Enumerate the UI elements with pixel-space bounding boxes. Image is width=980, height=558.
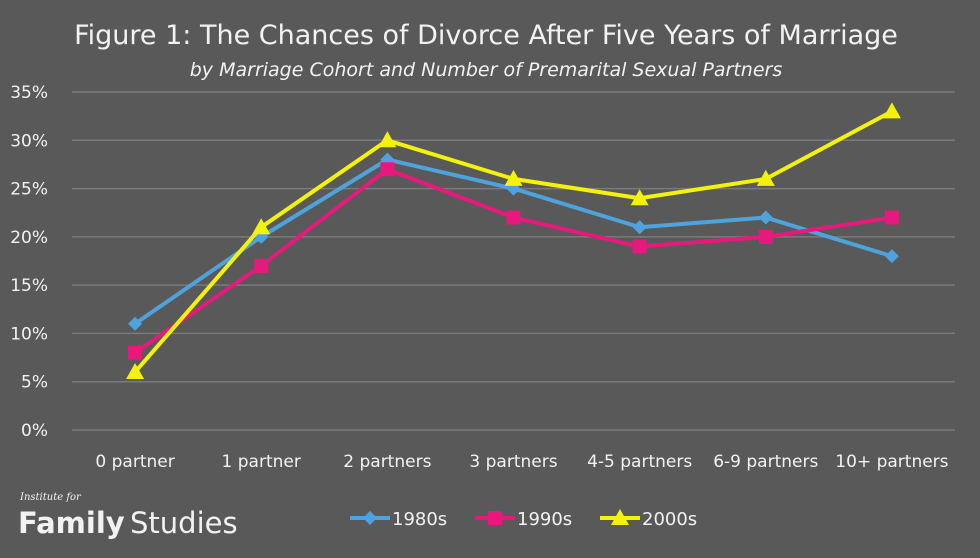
data-point	[884, 210, 899, 225]
data-point	[630, 189, 649, 206]
data-point	[126, 363, 145, 380]
series-line	[133, 167, 893, 355]
data-point	[254, 258, 269, 273]
y-tick-label: 10%	[10, 324, 48, 344]
data-point	[128, 316, 143, 331]
legend-label: 1980s	[392, 509, 447, 530]
data-point	[128, 345, 143, 360]
data-point	[884, 249, 899, 264]
data-point	[632, 220, 647, 235]
legend: 1980s 1990s 2000s	[350, 509, 697, 530]
legend-item: 2000s	[600, 509, 697, 530]
legend-item: 1980s	[350, 509, 447, 530]
series-2000s	[126, 102, 901, 380]
legend-marker	[488, 511, 502, 525]
grid-layer	[72, 91, 955, 431]
legend-item: 1990s	[475, 509, 572, 530]
series-layer	[126, 102, 901, 380]
y-tick-label: 25%	[10, 180, 48, 200]
x-tick-label: 6-9 partners	[713, 452, 818, 472]
x-tick-label: 3 partners	[469, 452, 557, 472]
legend-marker	[611, 509, 629, 525]
data-point	[506, 210, 521, 225]
y-tick-label: 0%	[21, 421, 48, 441]
y-tick-label: 5%	[21, 373, 48, 393]
chart-title: Figure 1: The Chances of Divorce After F…	[74, 20, 898, 51]
x-tick-label: 2 partners	[343, 452, 431, 472]
x-tick-layer: 0 partner 1 partner 2 partners 3 partners 4-…	[95, 452, 948, 472]
series-1990s	[128, 162, 899, 360]
data-point	[756, 169, 775, 186]
logo: Institute for Family Studies	[18, 492, 238, 540]
data-point	[882, 102, 901, 119]
x-tick-label: 4-5 partners	[587, 452, 692, 472]
logo-word-studies: Studies	[130, 506, 238, 540]
x-tick-label: 1 partner	[222, 452, 301, 472]
y-tick-label: 20%	[10, 228, 48, 248]
logo-word-family: Family	[18, 506, 125, 540]
logo-line1: Institute for	[19, 492, 82, 503]
y-tick-label: 15%	[10, 276, 48, 296]
data-point	[504, 169, 523, 186]
y-tick-label: 35%	[10, 83, 48, 103]
data-point	[632, 239, 647, 254]
y-tick-label: 30%	[10, 131, 48, 151]
legend-label: 1990s	[517, 509, 572, 530]
y-tick-layer: 0% 5% 10% 15% 20% 25% 30% 35%	[10, 83, 48, 441]
legend-marker	[363, 511, 377, 525]
x-tick-label: 10+ partners	[835, 452, 948, 472]
data-point	[252, 218, 271, 235]
data-point	[380, 162, 395, 177]
data-point	[758, 229, 773, 244]
legend-label: 2000s	[642, 509, 697, 530]
data-point	[378, 131, 397, 148]
chart-subtitle: by Marriage Cohort and Number of Premari…	[190, 59, 783, 81]
data-point	[758, 210, 773, 225]
x-tick-label: 0 partner	[95, 452, 174, 472]
